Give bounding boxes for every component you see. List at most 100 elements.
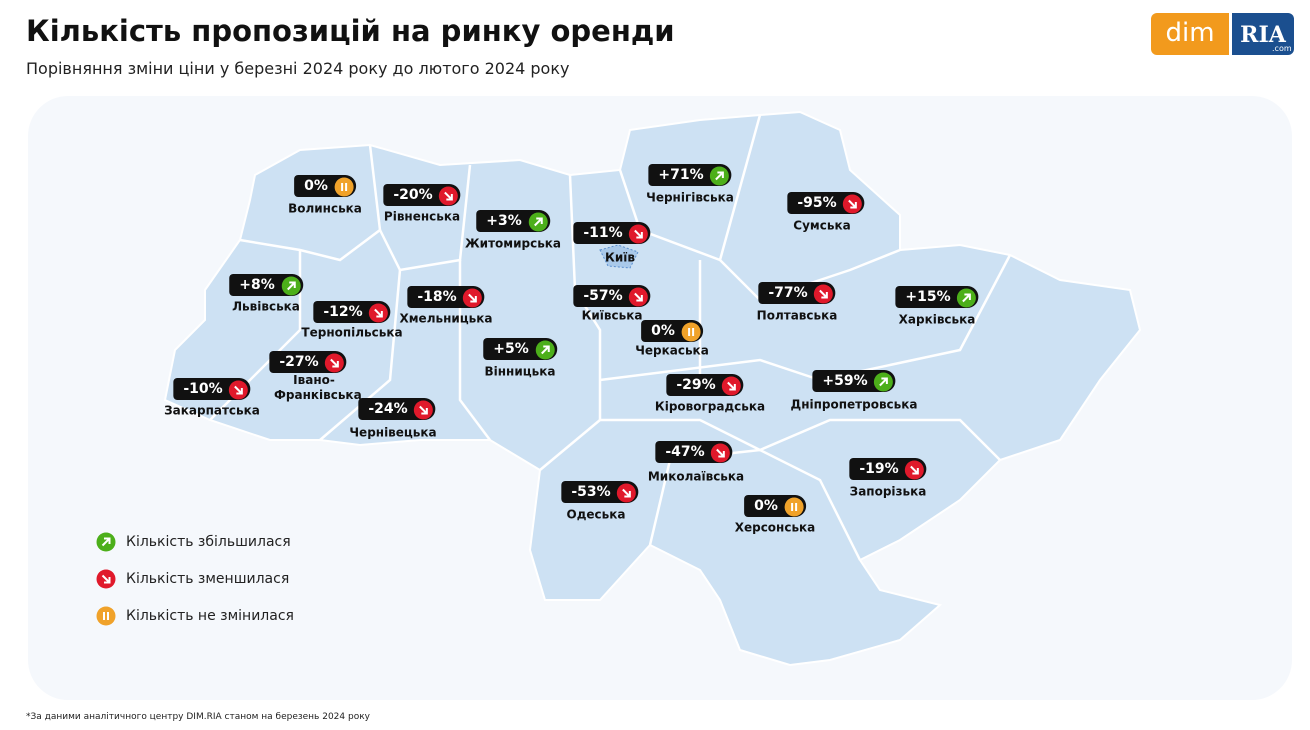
region-name-text: Рівненська: [383, 209, 461, 224]
region-change: -47%: [655, 441, 733, 463]
region-name-text: Волинська: [288, 201, 362, 216]
region-name-text: Чернігівська: [646, 190, 734, 205]
region-name-text: Херсонська: [734, 520, 816, 535]
region-name-text: Тернопільська: [301, 325, 403, 340]
region-name-text: Дніпропетровська: [790, 397, 918, 412]
logo-ria: RIA: [1232, 13, 1294, 55]
region-name-text: Хмельницька: [399, 311, 493, 326]
region-change-text: -18%: [417, 289, 457, 305]
region-name-text: Миколаївська: [647, 469, 745, 484]
region-change: -11%: [573, 222, 651, 244]
region-change-text: -24%: [368, 401, 408, 417]
kyiv-city: [599, 244, 639, 269]
region-change: -10%: [173, 378, 251, 400]
region-name: Одеська: [567, 508, 626, 523]
status-icon: [281, 276, 301, 296]
region-name: Дніпропетровська: [791, 398, 918, 413]
region-name: Чернігівська: [646, 191, 734, 206]
status-icon: [439, 186, 459, 206]
status-icon: [617, 483, 637, 503]
region-change: -19%: [849, 458, 927, 480]
region-name: Волинська: [288, 202, 362, 217]
region-change: -77%: [758, 282, 836, 304]
region-change-text: -11%: [583, 225, 623, 241]
status-icon: [905, 460, 925, 480]
status-icon: [710, 166, 730, 186]
status-icon: [629, 224, 649, 244]
status-icon: [711, 443, 731, 463]
status-icon: [96, 606, 116, 626]
region-change-text: +5%: [493, 341, 529, 357]
status-icon: [414, 400, 434, 420]
region-name: Івано-Франківська: [274, 373, 362, 403]
region-change: +71%: [648, 164, 732, 186]
region-name: Житомирська: [465, 237, 561, 252]
region-change: -20%: [383, 184, 461, 206]
status-icon: [229, 380, 249, 400]
region-change-text: -27%: [279, 354, 319, 370]
region-change: -24%: [358, 398, 436, 420]
region-change-text: +8%: [239, 277, 275, 293]
region-change-text: -77%: [768, 285, 808, 301]
region-change-text: +59%: [822, 373, 868, 389]
status-icon: [681, 322, 701, 342]
region-name-text: Кіровоградська: [654, 399, 766, 414]
region-change-text: 0%: [651, 323, 675, 339]
region-name-text: Вінницька: [484, 364, 556, 379]
region-change-text: +71%: [658, 167, 704, 183]
status-icon: [957, 288, 977, 308]
status-icon: [528, 212, 548, 232]
region-change-text: +15%: [905, 289, 951, 305]
status-icon: [874, 372, 894, 392]
region-name-text: Полтавська: [756, 308, 838, 323]
region-name: Кіровоградська: [655, 400, 765, 415]
region-change-text: -95%: [797, 195, 837, 211]
title: Кількість пропозицій на ринку оренди: [26, 14, 675, 48]
legend-item-text: Кількість не змінилася: [126, 608, 294, 624]
region-change: -53%: [561, 481, 639, 503]
legend-item: Кількість не змінилася: [96, 606, 294, 626]
region-change: -57%: [573, 285, 651, 307]
region-change: 0%: [294, 175, 356, 197]
region-name-text: Запорізька: [849, 484, 927, 499]
region-change: +8%: [229, 274, 303, 296]
region-name-text: Одеська: [566, 507, 626, 522]
region-change-text: +3%: [486, 213, 522, 229]
region-change: +5%: [483, 338, 557, 360]
region-name: Львівська: [232, 300, 300, 315]
region-name: Закарпатська: [164, 404, 260, 419]
region-change-text: -12%: [323, 304, 363, 320]
region-name: Черкаська: [635, 344, 709, 359]
status-icon: [334, 177, 354, 197]
region-name-text: Черкаська: [635, 343, 709, 358]
region-change-text: -20%: [393, 187, 433, 203]
legend-item-text: Кількість збільшилася: [126, 534, 291, 550]
region-change: -18%: [407, 286, 485, 308]
region-change-text: -47%: [665, 444, 705, 460]
region-change: -95%: [787, 192, 865, 214]
legend-item: Кількість збільшилася: [96, 532, 291, 552]
region-change: -29%: [666, 374, 744, 396]
region-change: 0%: [744, 495, 806, 517]
region-change-text: 0%: [754, 498, 778, 514]
region-name: Київська: [582, 309, 643, 324]
status-icon: [369, 303, 389, 323]
region-name: Вінницька: [485, 365, 556, 380]
footnote: *За даними аналітичного центру DIM.RIA с…: [26, 712, 370, 722]
status-icon: [722, 376, 742, 396]
region-change-text: -19%: [859, 461, 899, 477]
region-change: -27%: [269, 351, 347, 373]
region-name-text: Житомирська: [464, 236, 562, 251]
region-name: Київ: [605, 251, 635, 266]
region-name-text: Чернівецька: [349, 425, 437, 440]
region-change-text: 0%: [304, 178, 328, 194]
region-change-text: -29%: [676, 377, 716, 393]
status-icon: [96, 532, 116, 552]
status-icon: [784, 497, 804, 517]
status-icon: [325, 353, 345, 373]
region-name: Миколаївська: [648, 470, 744, 485]
region-name-text: Івано-Франківська: [274, 373, 362, 402]
status-icon: [814, 284, 834, 304]
region-name: Запорізька: [850, 485, 927, 500]
